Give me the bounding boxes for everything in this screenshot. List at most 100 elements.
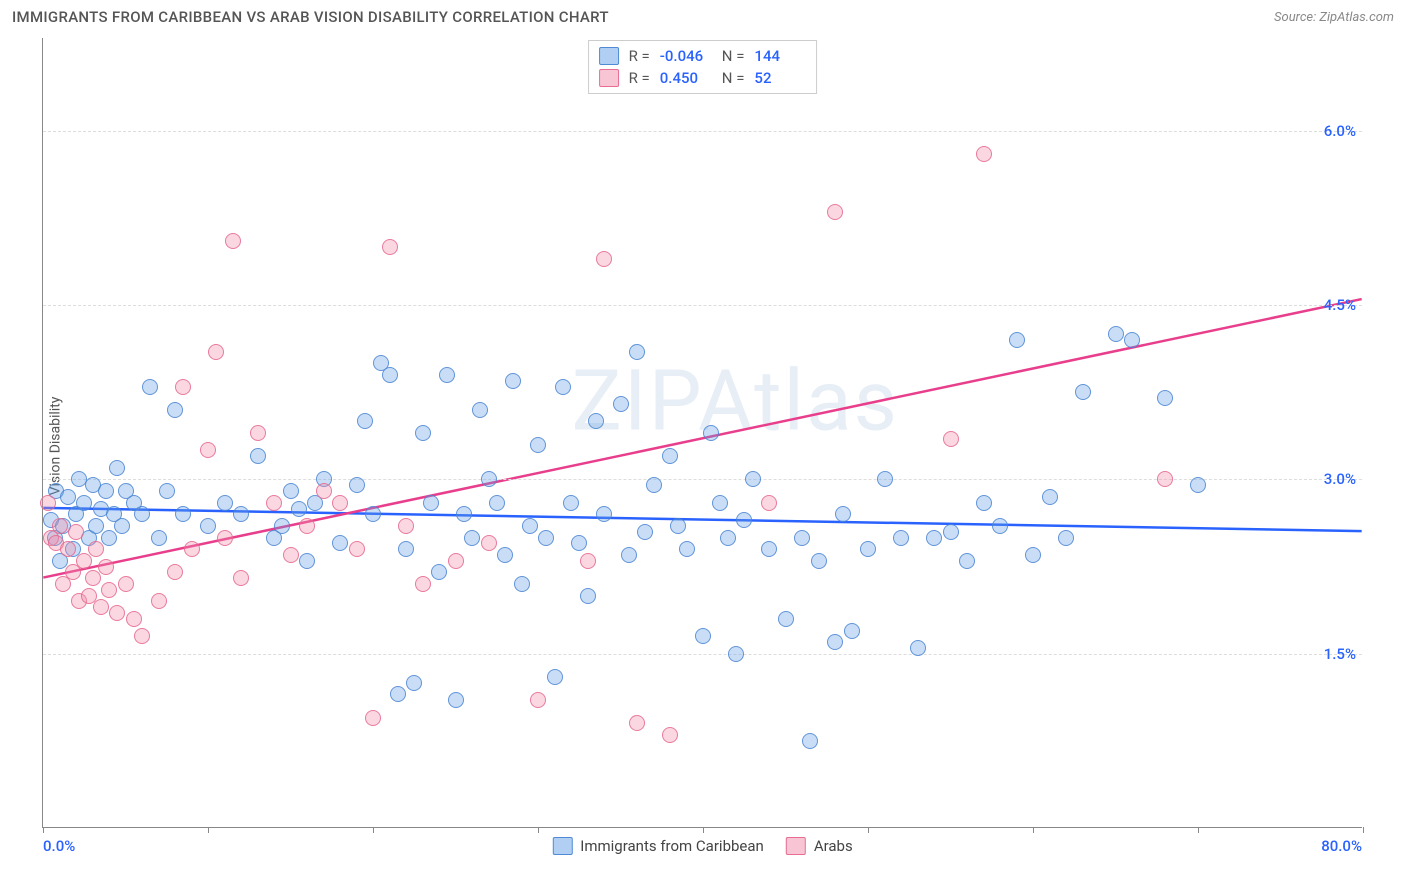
data-point <box>349 541 365 557</box>
chart-container: ZIPAtlas R = -0.046 N = 144 R = 0.450 N … <box>42 38 1362 828</box>
data-point <box>349 477 365 493</box>
data-point <box>291 501 307 517</box>
x-tick <box>868 827 869 833</box>
data-point <box>662 448 678 464</box>
data-point <box>811 553 827 569</box>
legend-label-0: Immigrants from Caribbean <box>580 837 764 855</box>
data-point <box>1009 332 1025 348</box>
data-point <box>778 611 794 627</box>
x-tick <box>1363 827 1364 833</box>
data-point <box>695 628 711 644</box>
data-point <box>456 506 472 522</box>
data-point <box>596 251 612 267</box>
data-point <box>1075 384 1091 400</box>
data-point <box>910 640 926 656</box>
data-point <box>250 425 266 441</box>
data-point <box>637 524 653 540</box>
data-point <box>555 379 571 395</box>
y-tick-label: 3.0% <box>1324 470 1356 488</box>
n-label: N = <box>722 69 745 87</box>
data-point <box>662 727 678 743</box>
n-label: N = <box>722 47 745 65</box>
data-point <box>332 535 348 551</box>
data-point <box>142 379 158 395</box>
data-point <box>629 715 645 731</box>
data-point <box>481 535 497 551</box>
data-point <box>613 396 629 412</box>
data-point <box>943 431 959 447</box>
data-point <box>134 628 150 644</box>
data-point <box>184 541 200 557</box>
data-point <box>679 541 695 557</box>
data-point <box>233 570 249 586</box>
data-point <box>571 535 587 551</box>
data-point <box>736 512 752 528</box>
data-point <box>844 623 860 639</box>
data-point <box>448 553 464 569</box>
data-point <box>992 518 1008 534</box>
source-attribution: Source: ZipAtlas.com <box>1274 10 1394 25</box>
data-point <box>40 495 56 511</box>
data-point <box>98 483 114 499</box>
data-point <box>1058 530 1074 546</box>
x-tick <box>43 827 44 833</box>
data-point <box>134 506 150 522</box>
data-point <box>489 495 505 511</box>
data-point <box>274 518 290 534</box>
data-point <box>877 471 893 487</box>
legend-label-1: Arabs <box>814 837 853 855</box>
data-point <box>398 541 414 557</box>
data-point <box>60 541 76 557</box>
data-point <box>827 204 843 220</box>
x-tick <box>538 827 539 833</box>
data-point <box>126 611 142 627</box>
data-point <box>101 582 117 598</box>
data-point <box>88 518 104 534</box>
data-point <box>1157 390 1173 406</box>
data-point <box>217 530 233 546</box>
data-point <box>745 471 761 487</box>
x-tick <box>1033 827 1034 833</box>
data-point <box>1108 326 1124 342</box>
series-legend: Immigrants from Caribbean Arabs <box>552 837 852 855</box>
data-point <box>114 518 130 534</box>
data-point <box>976 495 992 511</box>
swatch-pink <box>786 837 806 855</box>
data-point <box>200 518 216 534</box>
data-point <box>76 495 92 511</box>
gridline <box>43 654 1362 655</box>
data-point <box>167 402 183 418</box>
x-tick <box>208 827 209 833</box>
data-point <box>98 559 114 575</box>
data-point <box>1025 547 1041 563</box>
data-point <box>1157 471 1173 487</box>
y-tick-label: 1.5% <box>1324 645 1356 663</box>
data-point <box>563 495 579 511</box>
data-point <box>118 576 134 592</box>
data-point <box>159 483 175 499</box>
data-point <box>175 379 191 395</box>
r-value-1: 0.450 <box>660 69 712 87</box>
data-point <box>250 448 266 464</box>
swatch-blue <box>599 47 619 65</box>
data-point <box>175 506 191 522</box>
data-point <box>208 344 224 360</box>
data-point <box>93 599 109 615</box>
data-point <box>1190 477 1206 493</box>
data-point <box>88 541 104 557</box>
r-label: R = <box>629 69 650 87</box>
data-point <box>481 471 497 487</box>
data-point <box>505 373 521 389</box>
data-point <box>514 576 530 592</box>
data-point <box>629 344 645 360</box>
x-tick <box>373 827 374 833</box>
gridline <box>43 305 1362 306</box>
data-point <box>580 553 596 569</box>
data-point <box>299 518 315 534</box>
data-point <box>761 495 777 511</box>
data-point <box>976 146 992 162</box>
data-point <box>497 547 513 563</box>
data-point <box>233 506 249 522</box>
data-point <box>109 605 125 621</box>
data-point <box>431 564 447 580</box>
